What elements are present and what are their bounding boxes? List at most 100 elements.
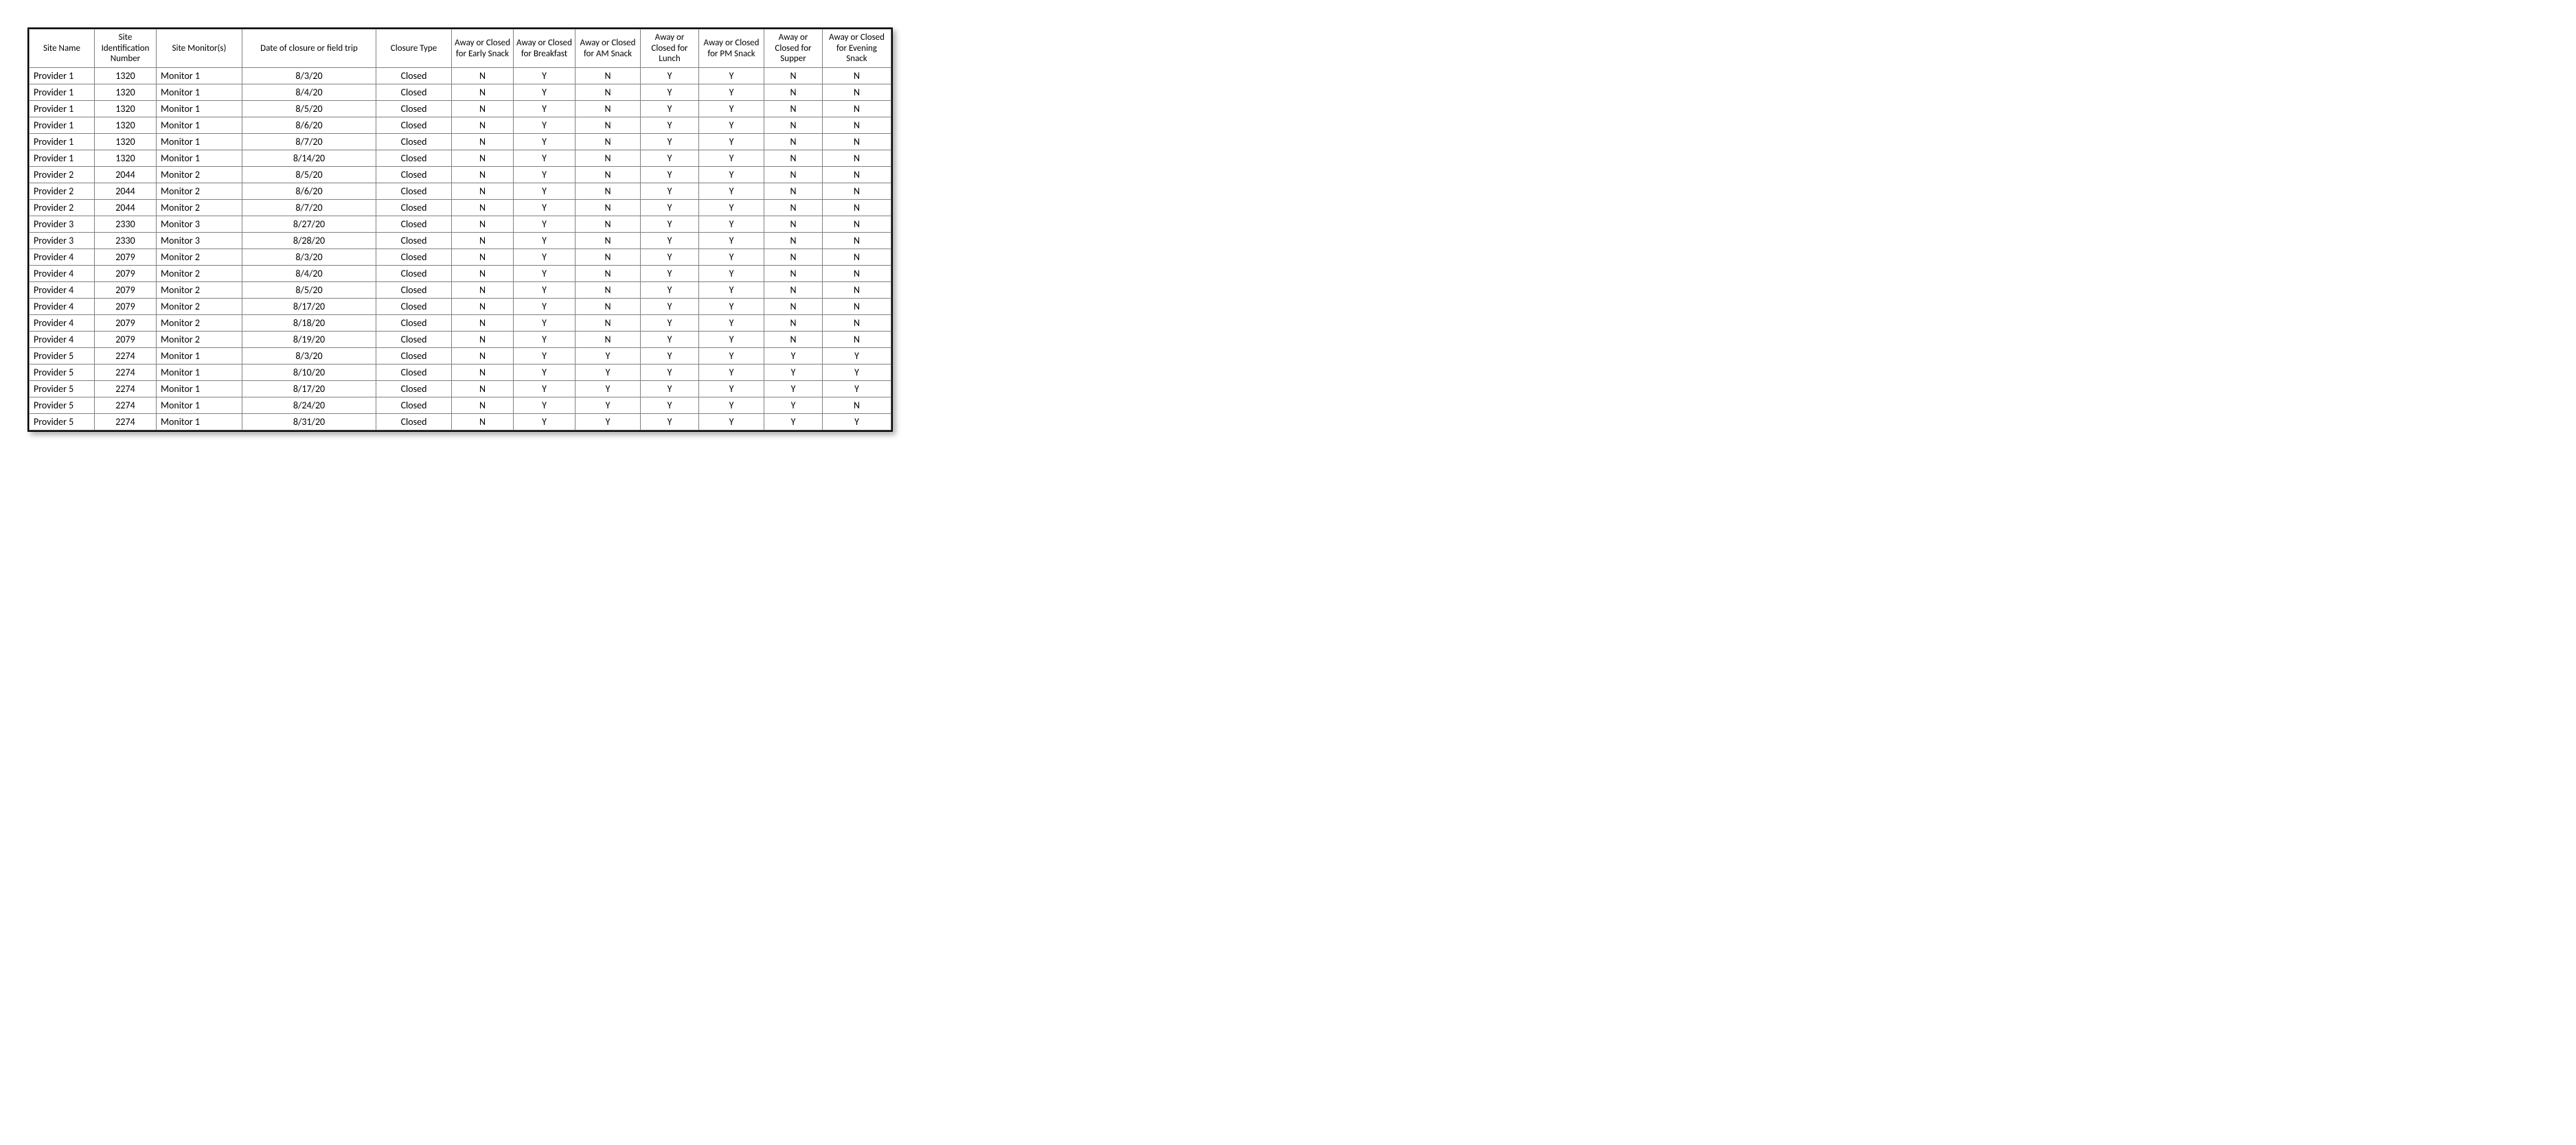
cell: Provider 1 bbox=[30, 68, 95, 84]
cell: 2330 bbox=[95, 216, 157, 233]
cell: Y bbox=[699, 84, 764, 101]
cell: 2079 bbox=[95, 332, 157, 348]
cell: Y bbox=[575, 414, 641, 430]
table-row: Provider 42079Monitor 28/3/20ClosedNYNYY… bbox=[30, 249, 891, 266]
cell: Monitor 1 bbox=[157, 101, 242, 117]
cell: Monitor 3 bbox=[157, 233, 242, 249]
cell: Y bbox=[641, 381, 699, 397]
cell: Monitor 1 bbox=[157, 397, 242, 414]
cell: Y bbox=[699, 282, 764, 299]
cell: 8/7/20 bbox=[242, 200, 376, 216]
cell: Y bbox=[699, 365, 764, 381]
cell: 2274 bbox=[95, 397, 157, 414]
cell: 8/6/20 bbox=[242, 183, 376, 200]
cell: Y bbox=[764, 381, 823, 397]
table-row: Provider 11320Monitor 18/7/20ClosedNYNYY… bbox=[30, 134, 891, 150]
cell: Closed bbox=[376, 414, 452, 430]
cell: Y bbox=[764, 365, 823, 381]
table-row: Provider 22044Monitor 28/7/20ClosedNYNYY… bbox=[30, 200, 891, 216]
cell: Y bbox=[514, 282, 575, 299]
cell: Closed bbox=[376, 315, 452, 332]
cell: Y bbox=[514, 134, 575, 150]
cell: 8/14/20 bbox=[242, 150, 376, 167]
cell: Provider 5 bbox=[30, 381, 95, 397]
cell: Provider 1 bbox=[30, 134, 95, 150]
cell: Provider 4 bbox=[30, 332, 95, 348]
cell: Y bbox=[699, 266, 764, 282]
cell: Monitor 2 bbox=[157, 282, 242, 299]
cell: 2044 bbox=[95, 200, 157, 216]
cell: N bbox=[823, 299, 891, 315]
cell: 8/7/20 bbox=[242, 134, 376, 150]
cell: Provider 1 bbox=[30, 84, 95, 101]
cell: Monitor 2 bbox=[157, 167, 242, 183]
cell: Monitor 2 bbox=[157, 299, 242, 315]
table-row: Provider 42079Monitor 28/18/20ClosedNYNY… bbox=[30, 315, 891, 332]
cell: 2079 bbox=[95, 299, 157, 315]
table-row: Provider 11320Monitor 18/14/20ClosedNYNY… bbox=[30, 150, 891, 167]
cell: Y bbox=[641, 150, 699, 167]
cell: Closed bbox=[376, 101, 452, 117]
cell: N bbox=[575, 266, 641, 282]
cell: N bbox=[823, 117, 891, 134]
cell: N bbox=[575, 101, 641, 117]
cell: N bbox=[452, 332, 514, 348]
cell: Y bbox=[699, 233, 764, 249]
cell: N bbox=[452, 167, 514, 183]
cell: Monitor 2 bbox=[157, 249, 242, 266]
cell: Closed bbox=[376, 332, 452, 348]
cell: N bbox=[452, 200, 514, 216]
cell: N bbox=[452, 134, 514, 150]
cell: Y bbox=[514, 84, 575, 101]
cell: N bbox=[452, 150, 514, 167]
cell: N bbox=[575, 117, 641, 134]
cell: N bbox=[764, 332, 823, 348]
cell: Y bbox=[641, 233, 699, 249]
cell: N bbox=[452, 282, 514, 299]
cell: Monitor 1 bbox=[157, 150, 242, 167]
cell: Monitor 1 bbox=[157, 84, 242, 101]
cell: 2274 bbox=[95, 365, 157, 381]
cell: 2079 bbox=[95, 315, 157, 332]
cell: Monitor 3 bbox=[157, 216, 242, 233]
cell: N bbox=[764, 299, 823, 315]
cell: N bbox=[764, 150, 823, 167]
table-row: Provider 42079Monitor 28/17/20ClosedNYNY… bbox=[30, 299, 891, 315]
cell: Y bbox=[699, 249, 764, 266]
cell: N bbox=[764, 249, 823, 266]
cell: Y bbox=[514, 414, 575, 430]
cell: Y bbox=[823, 348, 891, 365]
cell: Monitor 2 bbox=[157, 332, 242, 348]
col-header-evening-snack: Away or Closed for Evening Snack bbox=[823, 30, 891, 68]
cell: 8/3/20 bbox=[242, 68, 376, 84]
cell: 1320 bbox=[95, 134, 157, 150]
table-head: Site Name Site Identification Number Sit… bbox=[30, 30, 891, 68]
cell: N bbox=[452, 348, 514, 365]
closure-table: Site Name Site Identification Number Sit… bbox=[29, 29, 891, 430]
cell: 8/18/20 bbox=[242, 315, 376, 332]
cell: 8/24/20 bbox=[242, 397, 376, 414]
cell: Monitor 1 bbox=[157, 381, 242, 397]
cell: N bbox=[823, 84, 891, 101]
cell: Closed bbox=[376, 233, 452, 249]
cell: Provider 5 bbox=[30, 414, 95, 430]
cell: 1320 bbox=[95, 68, 157, 84]
cell: N bbox=[575, 183, 641, 200]
cell: Monitor 1 bbox=[157, 348, 242, 365]
cell: N bbox=[452, 117, 514, 134]
cell: Y bbox=[641, 117, 699, 134]
cell: Y bbox=[641, 200, 699, 216]
cell: N bbox=[823, 167, 891, 183]
cell: Monitor 1 bbox=[157, 365, 242, 381]
cell: Y bbox=[575, 381, 641, 397]
cell: N bbox=[823, 68, 891, 84]
cell: N bbox=[575, 299, 641, 315]
cell: Y bbox=[641, 315, 699, 332]
cell: Y bbox=[641, 134, 699, 150]
cell: 1320 bbox=[95, 101, 157, 117]
cell: N bbox=[452, 183, 514, 200]
cell: Provider 5 bbox=[30, 348, 95, 365]
cell: 2079 bbox=[95, 282, 157, 299]
cell: Y bbox=[641, 266, 699, 282]
cell: Y bbox=[699, 315, 764, 332]
